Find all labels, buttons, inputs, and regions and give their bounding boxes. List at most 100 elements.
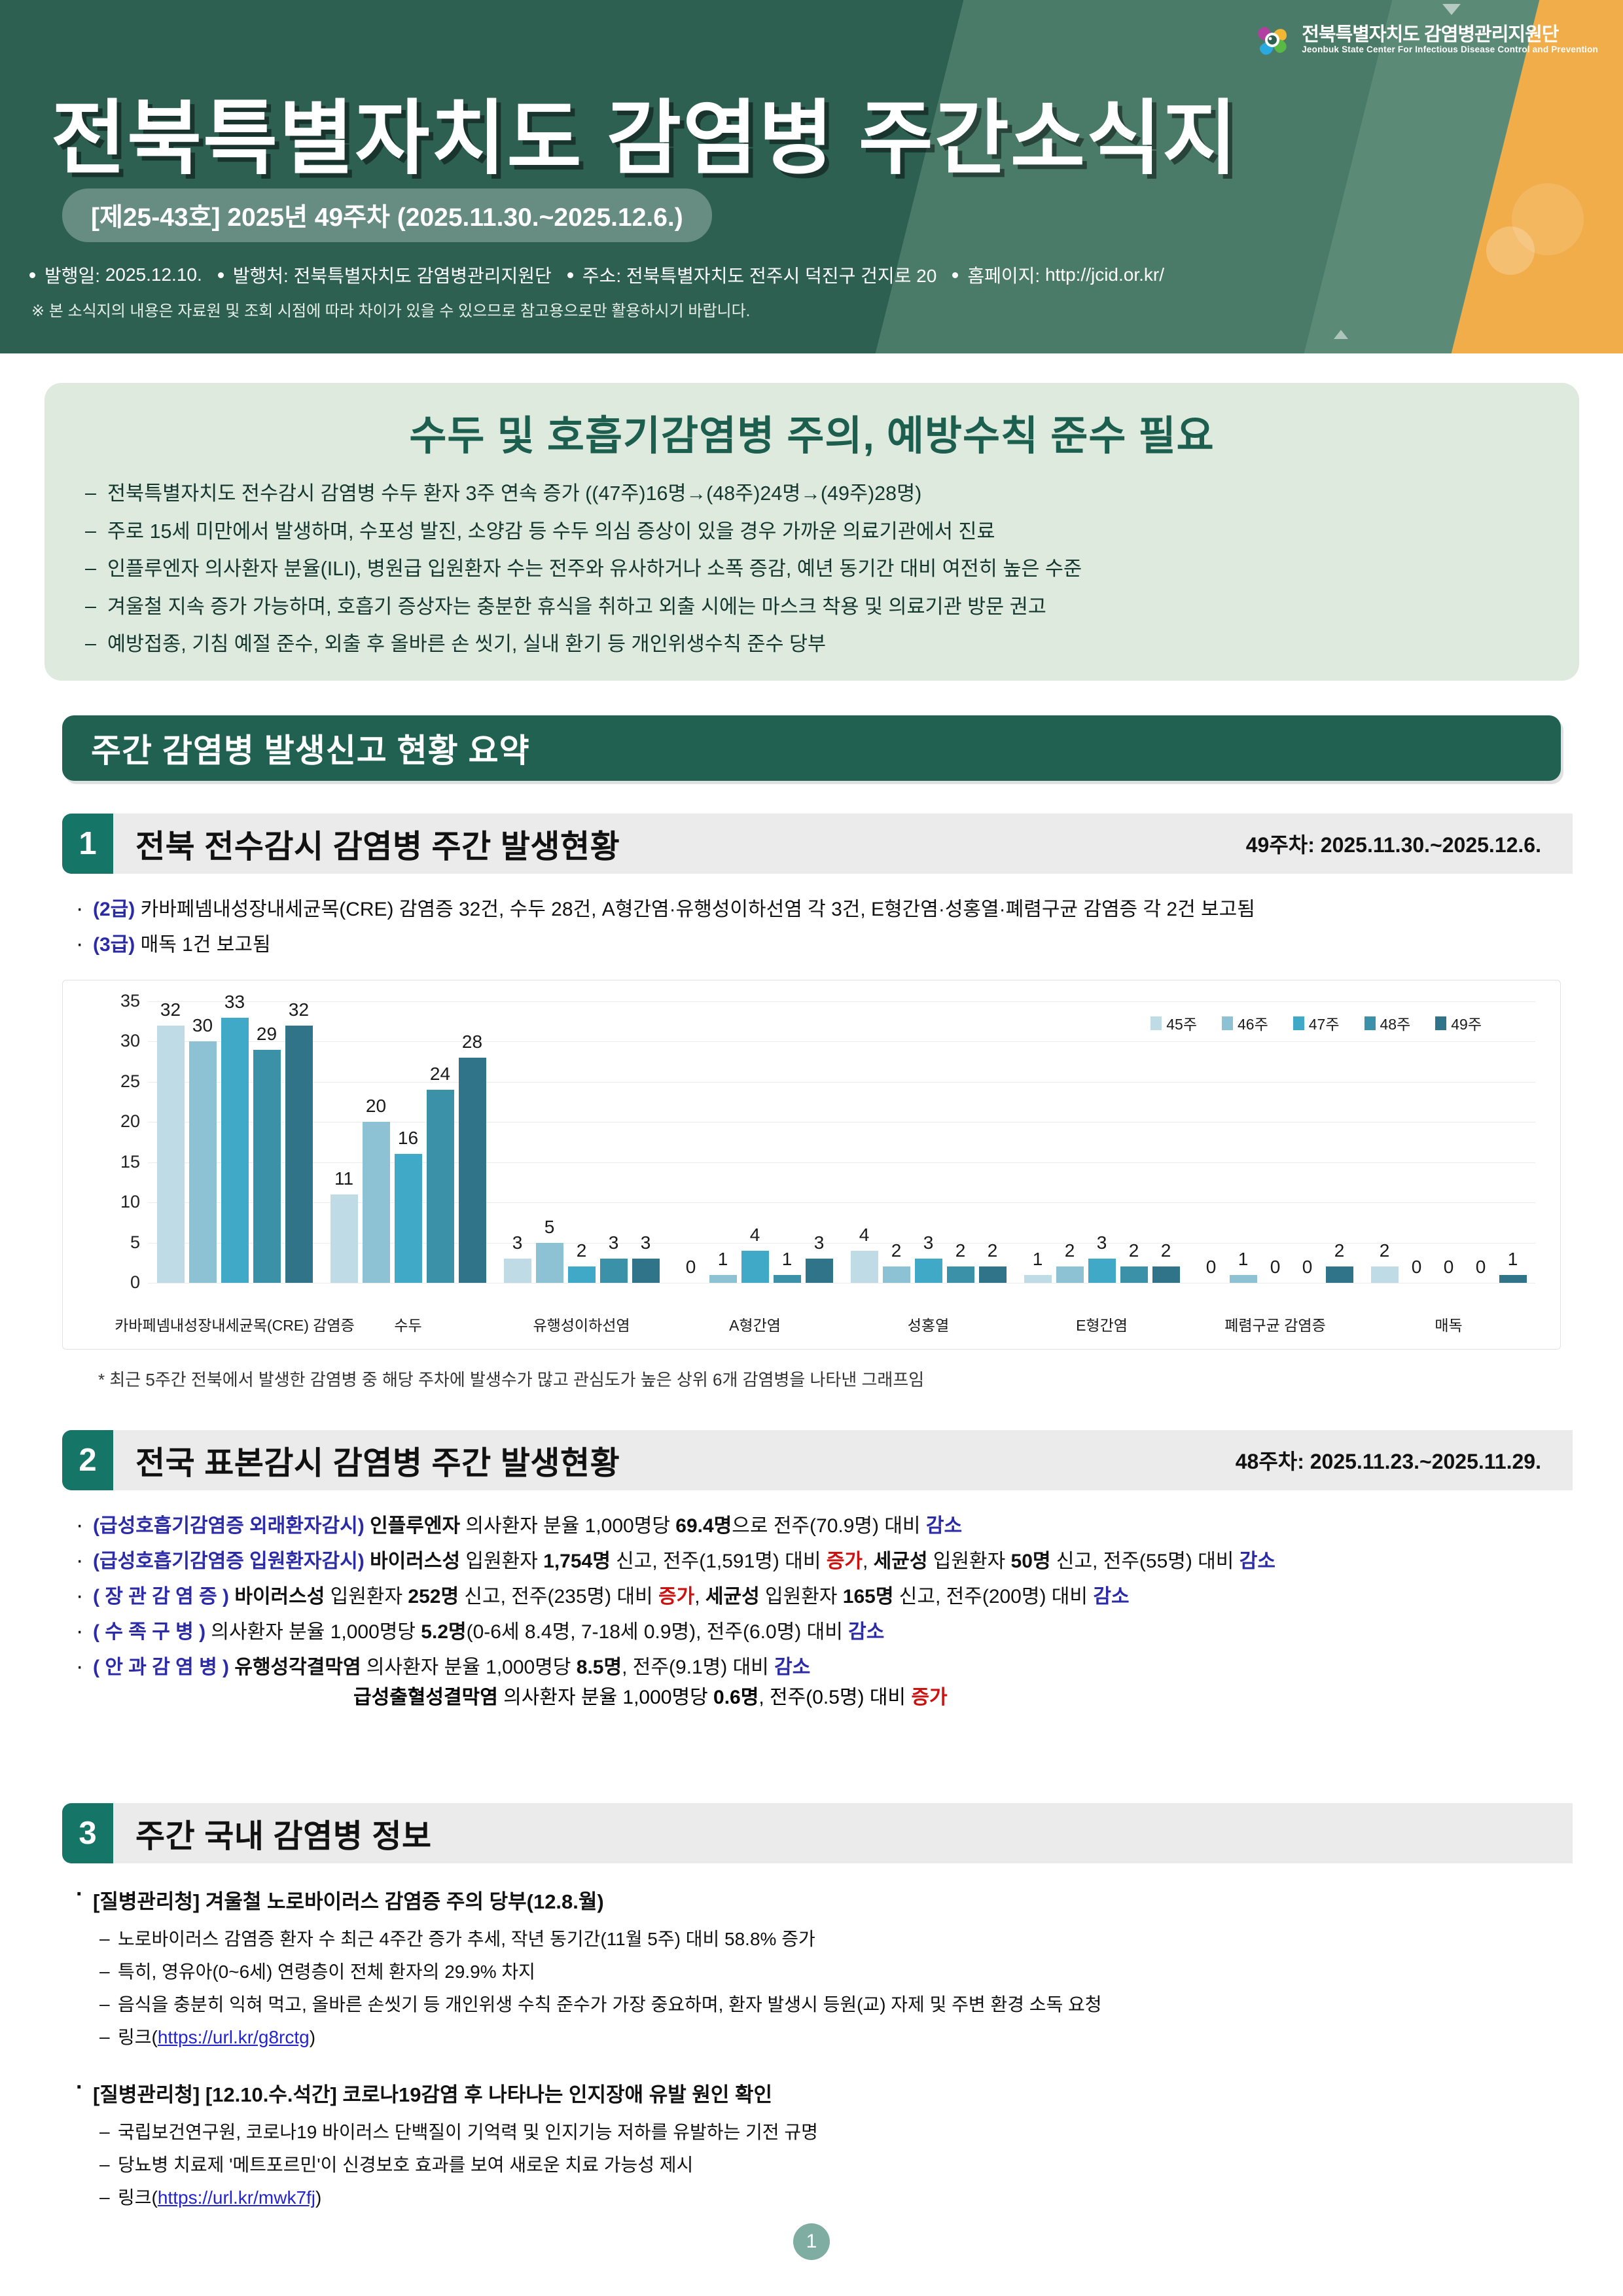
info-topic-detail: 국립보건연구원, 코로나19 바이러스 단백질이 기억력 및 인지기능 저하를 … xyxy=(72,2123,1590,2142)
chart-bar[interactable]: 3 xyxy=(632,1232,660,1283)
chart-bar[interactable]: 3 xyxy=(599,1232,628,1283)
disease-grade-label: (3급) xyxy=(93,934,135,956)
section-1-title: 전북 전수감시 감염병 주간 발생현황 xyxy=(135,829,620,865)
info-topic-heading: [질병관리청] 겨울철 노로바이러스 감염증 주의 당부(12.8.월) xyxy=(72,1882,1590,1914)
chart-bar[interactable]: 32 xyxy=(156,999,185,1283)
chart-bar[interactable]: 4 xyxy=(850,1225,878,1283)
header-disclaimer: ※ 본 소식지의 내용은 자료원 및 조회 시점에 따라 차이가 있을 수 있으… xyxy=(31,302,751,320)
chart-bar-value-label: 1 xyxy=(1238,1248,1249,1269)
list-item: ( 안 과 감 염 병 ) 유행성각결막염 의사환자 분율 1,000명당 8.… xyxy=(72,1655,1590,1678)
chart-legend-item[interactable]: 47주 xyxy=(1293,1012,1340,1034)
external-link[interactable]: https://url.kr/mwk7fj xyxy=(157,2187,316,2208)
chart-legend-item[interactable]: 45주 xyxy=(1150,1012,1197,1034)
chart-bar[interactable]: 2 xyxy=(1056,1240,1084,1283)
list-item-continuation: 급성출혈성결막염 의사환자 분율 1,000명당 0.6명, 전주(0.5명) … xyxy=(72,1688,1590,1708)
chart-bar[interactable]: 2 xyxy=(1370,1240,1399,1283)
chart-bar[interactable]: 30 xyxy=(188,1015,217,1283)
bullet-dot-icon xyxy=(29,272,35,278)
link-close-paren: ) xyxy=(315,2187,322,2208)
chart-y-tick-label: 35 xyxy=(120,991,140,1011)
chart-legend-item[interactable]: 46주 xyxy=(1222,1012,1268,1034)
chart-bar[interactable]: 33 xyxy=(221,992,249,1283)
triangle-down-icon xyxy=(1442,4,1461,15)
list-item: 인플루엔자 의사환자 분율(ILI), 병원급 입원환자 수는 전주와 유사하거… xyxy=(80,558,1544,579)
chart-bar[interactable]: 28 xyxy=(458,1031,486,1283)
chart-bar-value-label: 11 xyxy=(334,1168,354,1189)
chart-bar-value-label: 32 xyxy=(288,999,310,1020)
list-item: (3급) 매독 1건 보고됨 xyxy=(72,933,1577,956)
chart-bar[interactable]: 1 xyxy=(1229,1249,1257,1283)
stat-text: 신고, 전주(200명) 대비 xyxy=(893,1586,1094,1607)
chart-gridline xyxy=(148,1081,1535,1083)
chart-bar[interactable]: 4 xyxy=(741,1225,769,1283)
chart-footnote: * 최근 5주간 전북에서 발생한 감염병 중 해당 주차에 발생수가 많고 관… xyxy=(98,1370,925,1390)
chart-bar[interactable]: 2 xyxy=(1325,1240,1353,1283)
stat-text: , xyxy=(694,1586,705,1607)
chart-legend-item[interactable]: 48주 xyxy=(1364,1012,1410,1034)
info-topic-link-row: 링크(https://url.kr/g8rctg) xyxy=(72,2028,1590,2047)
chart-legend-item[interactable]: 49주 xyxy=(1435,1012,1482,1034)
trend-increase-label: 증가 xyxy=(826,1551,863,1572)
issue-badge: [제25-43호] 2025년 49주차 (2025.11.30.~2025.1… xyxy=(62,188,712,242)
stat-text: 바이러스성 xyxy=(234,1586,325,1607)
chart-bar[interactable]: 2 xyxy=(978,1240,1007,1283)
chart-bar[interactable]: 1 xyxy=(773,1249,801,1283)
stat-text: 유행성각결막염 xyxy=(234,1657,361,1678)
chart-bar[interactable]: 32 xyxy=(285,999,313,1283)
chart-bar[interactable]: 3 xyxy=(1088,1232,1116,1283)
link-label: 링크( xyxy=(118,2187,158,2208)
chart-bar-value-label: 1 xyxy=(781,1248,793,1269)
chart-bar[interactable]: 2 xyxy=(946,1240,974,1283)
legend-label: 49주 xyxy=(1451,1016,1482,1033)
chart-bar-value-label: 3 xyxy=(1096,1232,1107,1253)
triangle-up-icon xyxy=(1334,330,1348,339)
summary-banner-label: 주간 감염병 발생신고 현황 요약 xyxy=(91,732,530,769)
stat-text: , xyxy=(862,1551,874,1572)
chart-legend: 45주 46주 47주 48주 49주 xyxy=(1150,1012,1482,1034)
chart-bar-value-label: 30 xyxy=(192,1015,213,1036)
trend-decrease-label: 감소 xyxy=(1093,1586,1130,1607)
chart-bar-value-label: 0 xyxy=(1411,1257,1422,1277)
chart-bar[interactable]: 2 xyxy=(1152,1240,1180,1283)
chart-bar[interactable]: 11 xyxy=(330,1168,358,1283)
chart-bar[interactable]: 29 xyxy=(253,1024,281,1283)
chart-bar-value-label: 1 xyxy=(717,1248,728,1269)
stat-text: 의사환자 분율 1,000명당 xyxy=(460,1515,676,1537)
publish-date-label: 발행일: xyxy=(45,266,101,286)
chart-bar-value-label: 3 xyxy=(813,1232,825,1253)
section-1-number: 1 xyxy=(62,814,113,874)
chart-bar[interactable]: 20 xyxy=(362,1096,390,1283)
chart-bar[interactable]: 24 xyxy=(426,1064,454,1283)
chart-bar-value-label: 0 xyxy=(685,1257,696,1277)
chart-bar-value-label: 28 xyxy=(461,1031,483,1052)
chart-gridline xyxy=(148,1162,1535,1163)
chart-bar[interactable]: 2 xyxy=(1120,1240,1148,1283)
chart-bar[interactable]: 1 xyxy=(1499,1249,1527,1283)
chart-x-axis-label: 수두 xyxy=(394,1317,422,1334)
page-number: 1 xyxy=(793,2223,830,2260)
chart-bar[interactable]: 2 xyxy=(882,1240,910,1283)
homepage-label: 홈페이지: xyxy=(967,266,1041,286)
chart-y-tick-label: 20 xyxy=(120,1111,140,1132)
chart-y-tick-label: 0 xyxy=(130,1272,140,1292)
chart-bar-group: 0 1 0 0 2 xyxy=(1188,1001,1362,1283)
chart-bar[interactable]: 2 xyxy=(567,1240,596,1283)
chart-bar[interactable]: 3 xyxy=(914,1232,942,1283)
chart-bar[interactable]: 5 xyxy=(535,1217,563,1283)
chart-bar[interactable]: 3 xyxy=(503,1232,531,1283)
chart-bar[interactable]: 1 xyxy=(709,1249,737,1283)
chart-bar-value-label: 5 xyxy=(544,1216,555,1237)
stat-text: 의사환자 분율 1,000명당 xyxy=(211,1621,421,1643)
external-link[interactable]: https://url.kr/g8rctg xyxy=(157,2027,310,2047)
surveillance-category-tag: ( 장 관 감 염 증 ) xyxy=(93,1586,229,1607)
stat-text: 69.4명 xyxy=(675,1515,732,1537)
notice-panel: 수두 및 호흡기감염병 주의, 예방수칙 준수 필요 전북특별자치도 전수감시 … xyxy=(45,383,1579,681)
notice-list: 전북특별자치도 전수감시 감염병 수두 환자 3주 연속 증가 ((47주)16… xyxy=(80,483,1544,655)
chart-bar[interactable]: 16 xyxy=(394,1128,422,1283)
chart-bar[interactable]: 1 xyxy=(1024,1249,1052,1283)
homepage-link[interactable]: http://jcid.or.kr/ xyxy=(1044,264,1165,285)
legend-label: 45주 xyxy=(1166,1016,1197,1033)
surveillance-category-tag: ( 안 과 감 염 병 ) xyxy=(93,1657,229,1678)
chart-bar[interactable]: 3 xyxy=(805,1232,833,1283)
header-meta-line: 발행일: 2025.12.10. 발행처: 전북특별자치도 감염병관리지원단 주… xyxy=(29,262,1164,288)
